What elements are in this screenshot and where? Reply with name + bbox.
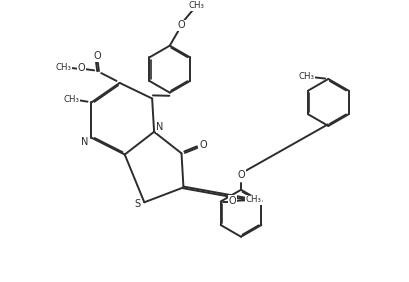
Text: O: O bbox=[237, 170, 245, 180]
Text: O: O bbox=[199, 140, 207, 150]
Text: CH₃: CH₃ bbox=[245, 195, 261, 204]
Text: O: O bbox=[177, 20, 185, 30]
Text: O: O bbox=[78, 63, 85, 73]
Text: CH₃: CH₃ bbox=[298, 72, 314, 81]
Text: CH₃: CH₃ bbox=[63, 95, 79, 104]
Text: CH₃: CH₃ bbox=[56, 63, 72, 72]
Text: N: N bbox=[81, 136, 88, 147]
Text: N: N bbox=[156, 122, 163, 132]
Text: O: O bbox=[228, 196, 236, 206]
Text: S: S bbox=[134, 199, 140, 209]
Text: CH₃: CH₃ bbox=[188, 1, 204, 10]
Text: O: O bbox=[93, 51, 101, 61]
